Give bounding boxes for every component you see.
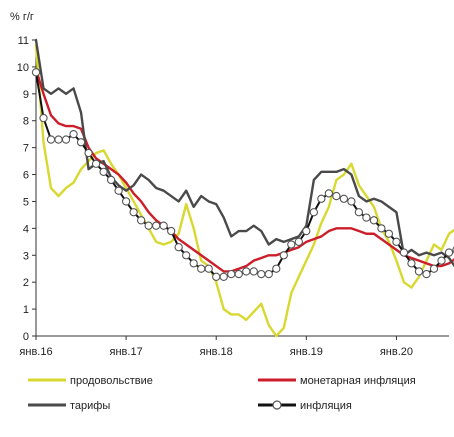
data-point — [227, 269, 236, 279]
data-point — [197, 264, 206, 273]
data-point — [369, 216, 379, 225]
data-point — [347, 197, 356, 206]
data-point — [167, 226, 176, 236]
data-point — [422, 269, 431, 279]
data-point — [129, 208, 138, 217]
data-point — [99, 167, 108, 177]
y-tick-label: 0 — [23, 331, 29, 343]
data-point — [339, 194, 349, 203]
data-point — [242, 267, 251, 276]
data-point — [121, 197, 131, 206]
data-point — [182, 251, 191, 260]
series-line — [34, 44, 454, 338]
y-tick-label: 10 — [17, 62, 29, 74]
series-1 — [34, 68, 454, 273]
series-line — [34, 38, 454, 268]
y-tick-label: 3 — [23, 250, 29, 262]
y-axis-unit-label: % г/г — [10, 11, 34, 23]
data-point — [317, 194, 326, 203]
x-tick-label: янв.16 — [19, 346, 52, 358]
data-point — [362, 213, 371, 222]
x-tick-label: янв.17 — [110, 346, 143, 358]
data-point — [46, 135, 56, 144]
data-point — [324, 189, 334, 198]
data-point — [249, 267, 258, 276]
data-point — [272, 264, 281, 273]
legend: продовольствие монетарная инфляция тарифы и… — [28, 375, 416, 412]
x-tick-label: янв.19 — [290, 346, 323, 358]
data-point — [294, 237, 303, 246]
y-tick-label: 7 — [23, 143, 29, 155]
y-axis: 0 1 2 3 4 5 6 7 8 9 10 11 — [17, 35, 37, 343]
data-point — [159, 221, 168, 230]
legend-item: продовольствие — [28, 375, 153, 387]
data-point — [106, 175, 116, 185]
data-point — [287, 240, 296, 249]
legend-label: инфляция — [300, 400, 352, 412]
data-point — [302, 226, 311, 236]
x-tick-label: янв.20 — [380, 346, 413, 358]
series-3 — [31, 68, 454, 281]
data-point — [354, 208, 364, 217]
y-tick-label: 11 — [18, 35, 29, 47]
data-point — [407, 259, 416, 268]
legend-label: монетарная инфляция — [300, 375, 416, 387]
y-tick-label: 5 — [23, 196, 29, 208]
y-tick-label: 6 — [23, 170, 29, 182]
data-point — [264, 269, 273, 279]
series-lines — [31, 38, 454, 338]
data-point — [54, 135, 63, 144]
legend-item: тарифы — [28, 400, 110, 412]
data-point — [219, 272, 228, 281]
series-line — [34, 68, 454, 273]
y-tick-label: 9 — [23, 89, 29, 101]
data-point — [69, 130, 78, 139]
x-tick-label: янв.18 — [200, 346, 233, 358]
series-2 — [34, 38, 454, 268]
data-point — [151, 221, 161, 230]
legend-label: продовольствие — [70, 375, 153, 387]
data-point — [189, 259, 198, 268]
y-tick-label: 8 — [23, 116, 29, 128]
data-point — [384, 229, 394, 238]
x-axis: янв.16 янв.17 янв.18 янв.19 янв.20 — [19, 335, 449, 358]
data-point — [279, 251, 288, 260]
data-point — [399, 248, 409, 257]
legend-item: монетарная инфляция — [258, 375, 416, 387]
legend-label: тарифы — [70, 400, 110, 412]
data-point — [76, 138, 86, 147]
y-tick-label: 4 — [23, 223, 29, 235]
data-point — [174, 243, 183, 252]
data-point — [437, 256, 446, 265]
data-point — [414, 267, 424, 276]
y-tick-label: 2 — [23, 277, 29, 289]
legend-item: инфляция — [258, 400, 352, 412]
data-point — [234, 269, 243, 279]
data-point — [136, 216, 146, 225]
data-point — [309, 208, 318, 217]
data-point — [257, 269, 266, 279]
data-point — [212, 272, 221, 281]
data-point — [84, 148, 93, 158]
data-point — [31, 68, 41, 77]
y-tick-label: 1 — [23, 304, 29, 316]
data-point — [377, 224, 386, 233]
data-point — [114, 186, 123, 195]
data-point — [332, 191, 341, 201]
data-point — [61, 135, 71, 144]
data-point — [444, 248, 454, 257]
legend-marker — [272, 400, 282, 410]
data-point — [392, 237, 401, 246]
data-point — [204, 264, 213, 273]
data-point — [91, 159, 101, 168]
series-0 — [34, 44, 454, 338]
data-point — [429, 264, 439, 273]
data-point — [39, 113, 48, 123]
data-point — [144, 221, 153, 230]
